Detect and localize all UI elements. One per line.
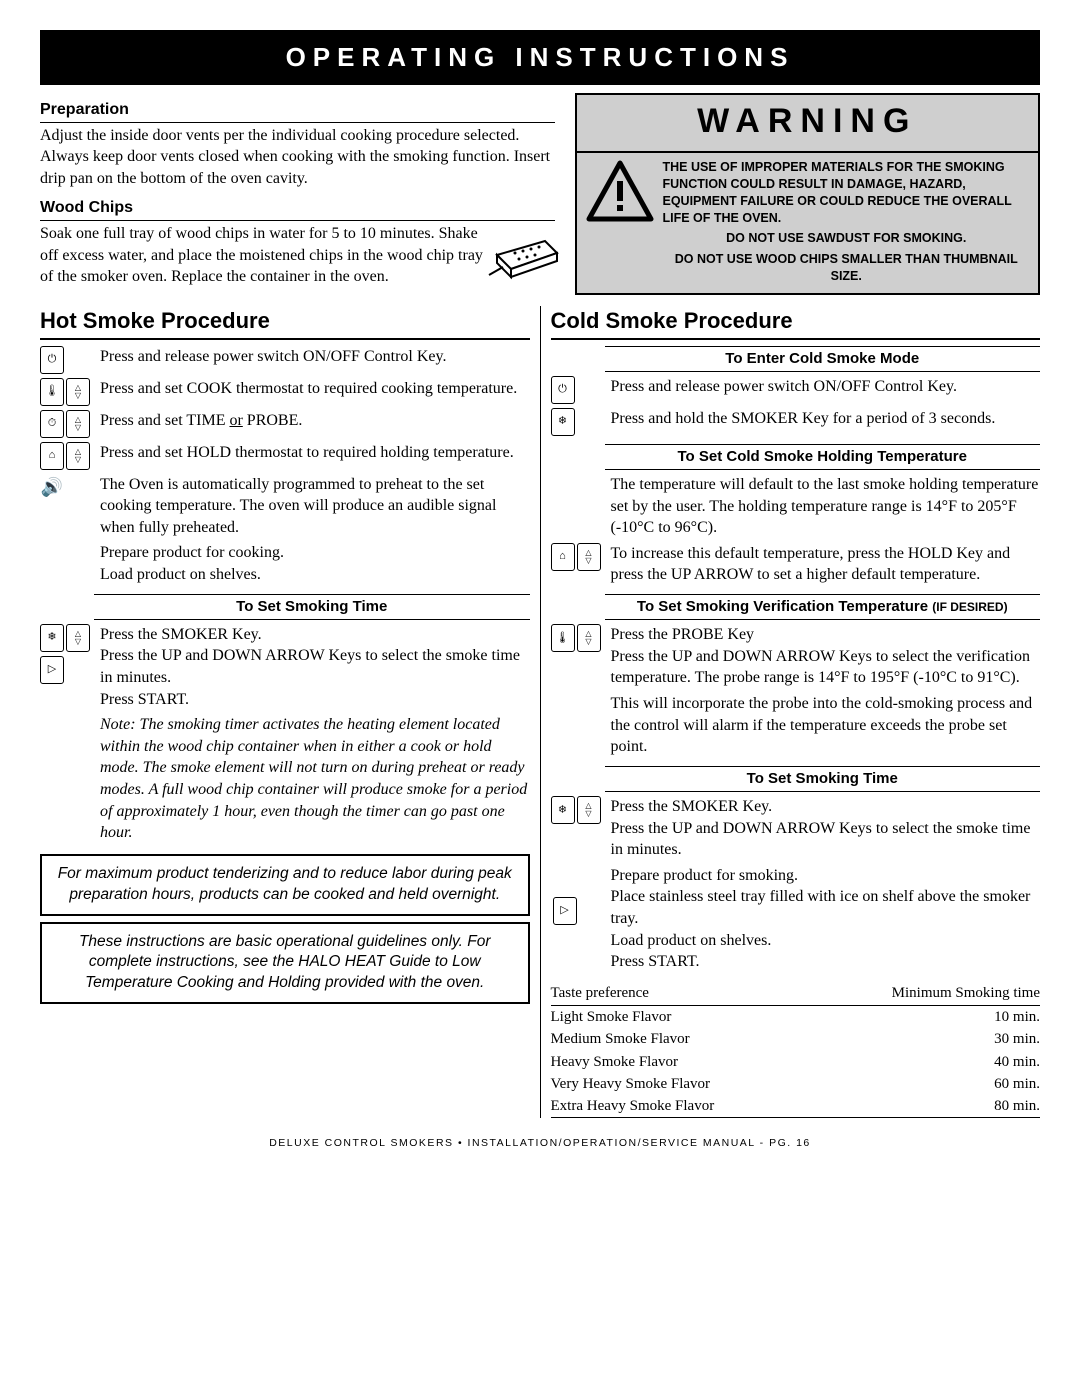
cold-enter-mode-heading: To Enter Cold Smoke Mode bbox=[605, 346, 1041, 372]
cold-step-2: Press and hold the SMOKER Key for a peri… bbox=[611, 408, 1041, 430]
arrow-keys-icon: △▽ bbox=[66, 442, 90, 470]
smoker-key-icon: ❄ bbox=[551, 408, 575, 436]
warning-triangle-icon bbox=[585, 159, 655, 224]
cold-step-3: The temperature will default to the last… bbox=[611, 474, 1041, 539]
hold-key-icon: ⌂ bbox=[551, 543, 575, 571]
cold-smoke-title: Cold Smoke Procedure bbox=[551, 306, 1041, 340]
arrow-keys-icon: △▽ bbox=[66, 624, 90, 652]
hold-key-icon: ⌂ bbox=[40, 442, 64, 470]
preheat-signal-icon: 🔊 bbox=[40, 474, 64, 502]
warning-line-2: DO NOT USE SAWDUST FOR SMOKING. bbox=[663, 230, 1031, 247]
hot-step-1: Press and release power switch ON/OFF Co… bbox=[100, 346, 530, 368]
hot-smoke-title: Hot Smoke Procedure bbox=[40, 306, 530, 340]
start-key-icon: ▷ bbox=[553, 897, 577, 925]
hot-note: Note: The smoking timer activates the he… bbox=[100, 714, 530, 844]
page-footer: DELUXE CONTROL SMOKERS • INSTALLATION/OP… bbox=[40, 1136, 1040, 1150]
power-key-icon: ⏻ bbox=[551, 376, 575, 404]
start-key-icon: ▷ bbox=[40, 656, 64, 684]
cold-step-6: This will incorporate the probe into the… bbox=[611, 693, 1041, 758]
cold-step-4: To increase this default temperature, pr… bbox=[611, 543, 1041, 586]
arrow-keys-icon: △▽ bbox=[66, 378, 90, 406]
warning-box: WARNING THE USE OF IMPROPER MATERIALS FO… bbox=[575, 93, 1041, 295]
table-row: Heavy Smoke Flavor40 min. bbox=[551, 1051, 1041, 1073]
hot-step-6: Prepare product for cooking. Load produc… bbox=[100, 542, 530, 585]
arrow-keys-icon: △▽ bbox=[66, 410, 90, 438]
arrow-keys-icon: △▽ bbox=[577, 796, 601, 824]
probe-key-icon: 🌡 bbox=[551, 624, 575, 652]
preparation-heading: Preparation bbox=[40, 99, 555, 123]
table-row: Light Smoke Flavor10 min. bbox=[551, 1006, 1041, 1029]
hot-step-2: Press and set COOK thermostat to require… bbox=[100, 378, 530, 400]
smoking-time-table: Taste preference Minimum Smoking time Li… bbox=[551, 981, 1041, 1119]
table-header-time: Minimum Smoking time bbox=[807, 981, 1040, 1006]
arrow-keys-icon: △▽ bbox=[577, 624, 601, 652]
power-key-icon: ⏻ bbox=[40, 346, 64, 374]
cold-step-5: Press the PROBE Key Press the UP and DOW… bbox=[611, 624, 1041, 689]
callout-tenderizing: For maximum product tenderizing and to r… bbox=[40, 854, 530, 916]
table-header-taste: Taste preference bbox=[551, 981, 808, 1006]
wood-chips-text: Soak one full tray of wood chips in wate… bbox=[40, 223, 555, 288]
cold-step-1: Press and release power switch ON/OFF Co… bbox=[611, 376, 1041, 398]
arrow-keys-icon: △▽ bbox=[577, 543, 601, 571]
hot-step-7: Press the SMOKER Key. Press the UP and D… bbox=[100, 624, 530, 710]
hot-step-5: The Oven is automatically programmed to … bbox=[100, 474, 530, 539]
hot-step-3: Press and set TIME or PROBE. bbox=[100, 410, 530, 432]
wood-chip-tray-icon bbox=[485, 233, 565, 293]
cold-step-8: Prepare product for smoking. Place stain… bbox=[611, 865, 1041, 973]
page-banner: OPERATING INSTRUCTIONS bbox=[40, 30, 1040, 85]
time-key-icon: ⏱ bbox=[40, 410, 64, 438]
table-row: Medium Smoke Flavor30 min. bbox=[551, 1028, 1041, 1050]
cold-smoking-time-heading: To Set Smoking Time bbox=[605, 766, 1041, 792]
smoker-key-icon: ❄ bbox=[40, 624, 64, 652]
cold-step-7: Press the SMOKER Key. Press the UP and D… bbox=[611, 796, 1041, 861]
cold-verification-heading: To Set Smoking Verification Temperature … bbox=[605, 594, 1041, 620]
hot-step-4: Press and set HOLD thermostat to require… bbox=[100, 442, 530, 464]
warning-line-3: DO NOT USE WOOD CHIPS SMALLER THAN THUMB… bbox=[663, 251, 1031, 285]
warning-line-1: THE USE OF IMPROPER MATERIALS FOR THE SM… bbox=[663, 159, 1031, 227]
table-row: Very Heavy Smoke Flavor60 min. bbox=[551, 1073, 1041, 1095]
callout-guidelines: These instructions are basic operational… bbox=[40, 922, 530, 1005]
cold-holding-temp-heading: To Set Cold Smoke Holding Temperature bbox=[605, 444, 1041, 470]
preparation-text: Adjust the inside door vents per the ind… bbox=[40, 125, 555, 190]
cook-key-icon: 🌡 bbox=[40, 378, 64, 406]
wood-chips-heading: Wood Chips bbox=[40, 197, 555, 221]
smoker-key-icon: ❄ bbox=[551, 796, 575, 824]
table-row: Extra Heavy Smoke Flavor80 min. bbox=[551, 1095, 1041, 1118]
hot-smoking-time-heading: To Set Smoking Time bbox=[94, 594, 530, 620]
warning-title: WARNING bbox=[577, 95, 1039, 153]
